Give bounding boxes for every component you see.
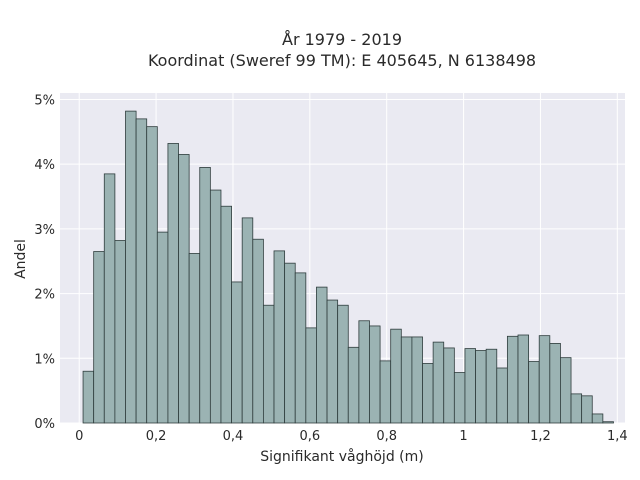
x-tick-label: 0,8 bbox=[376, 429, 397, 444]
x-tick-label: 0 bbox=[75, 429, 83, 444]
chart-title-line2: Koordinat (Sweref 99 TM): E 405645, N 61… bbox=[148, 51, 536, 70]
y-tick-label: 3% bbox=[34, 223, 55, 238]
histogram-bar bbox=[358, 320, 370, 424]
x-tick-label: 1 bbox=[459, 429, 467, 444]
histogram-bar bbox=[252, 238, 264, 424]
histogram-bar bbox=[560, 357, 572, 424]
histogram-bar bbox=[178, 154, 190, 424]
y-tick-label: 1% bbox=[34, 352, 55, 367]
histogram-bar bbox=[220, 205, 232, 424]
histogram-bar bbox=[284, 262, 296, 424]
histogram-bar bbox=[231, 281, 243, 424]
x-tick-label: 0,6 bbox=[299, 429, 320, 444]
x-tick-label: 0,2 bbox=[146, 429, 167, 444]
histogram-bar bbox=[199, 167, 211, 424]
y-tick-labels: 0% 1% 2% 3% 4% 5% bbox=[34, 93, 55, 432]
histogram-bar bbox=[209, 189, 222, 424]
histogram-bar bbox=[528, 361, 540, 424]
x-tick-label: 1,2 bbox=[530, 429, 551, 444]
histogram-bar bbox=[379, 360, 392, 424]
x-tick-label: 1,4 bbox=[607, 429, 628, 444]
histogram-bar bbox=[103, 173, 116, 424]
histogram-bar bbox=[146, 126, 158, 424]
histogram-bar bbox=[485, 348, 498, 424]
histogram-bar bbox=[347, 346, 360, 424]
bars bbox=[82, 110, 614, 424]
histogram-bar bbox=[496, 367, 508, 424]
histogram-bar bbox=[506, 335, 519, 424]
y-tick-label: 0% bbox=[34, 417, 55, 432]
histogram-bar bbox=[581, 395, 593, 424]
histogram-bar bbox=[337, 304, 349, 424]
histogram-bar bbox=[517, 334, 530, 424]
histogram-bar bbox=[82, 370, 95, 424]
histogram-bar bbox=[188, 253, 201, 424]
chart-title-line1: År 1979 - 2019 bbox=[282, 30, 402, 49]
y-tick-label: 4% bbox=[34, 158, 55, 173]
x-tick-label: 0,4 bbox=[223, 429, 244, 444]
histogram-bar bbox=[411, 336, 423, 424]
histogram-bar bbox=[273, 250, 286, 424]
histogram-bar bbox=[125, 110, 137, 424]
y-tick-label: 2% bbox=[34, 288, 55, 303]
y-axis-label: Andel bbox=[13, 239, 29, 279]
histogram-bar bbox=[114, 240, 126, 424]
histogram-bar bbox=[135, 118, 148, 424]
histogram-bar bbox=[570, 393, 583, 424]
histogram-bar bbox=[400, 336, 413, 424]
histogram-bar bbox=[422, 363, 434, 424]
histogram-bar bbox=[241, 217, 254, 424]
histogram-bar bbox=[453, 372, 466, 424]
histogram-bar bbox=[443, 347, 455, 424]
x-tick-labels: 0 0,2 0,4 0,6 0,8 1 1,2 1,4 bbox=[75, 429, 628, 444]
histogram-bar bbox=[369, 325, 381, 424]
histogram-bar bbox=[262, 304, 275, 424]
histogram-bar bbox=[326, 299, 339, 424]
histogram-bar bbox=[390, 328, 402, 424]
histogram-bar bbox=[475, 350, 487, 424]
histogram-bar bbox=[316, 286, 328, 424]
histogram-bar bbox=[549, 343, 561, 424]
y-tick-label: 5% bbox=[34, 93, 55, 108]
histogram-bar bbox=[305, 327, 317, 424]
histogram-bar bbox=[167, 143, 179, 424]
histogram-bar bbox=[432, 341, 445, 424]
histogram-bar bbox=[538, 335, 551, 424]
histogram-bar bbox=[464, 348, 476, 424]
histogram-bar bbox=[591, 413, 604, 424]
x-axis-label: Signifikant våghöjd (m) bbox=[260, 448, 423, 465]
histogram-bar bbox=[602, 421, 614, 424]
histogram-bar bbox=[93, 251, 105, 424]
histogram-bar bbox=[156, 231, 169, 424]
histogram-bar bbox=[294, 272, 307, 424]
